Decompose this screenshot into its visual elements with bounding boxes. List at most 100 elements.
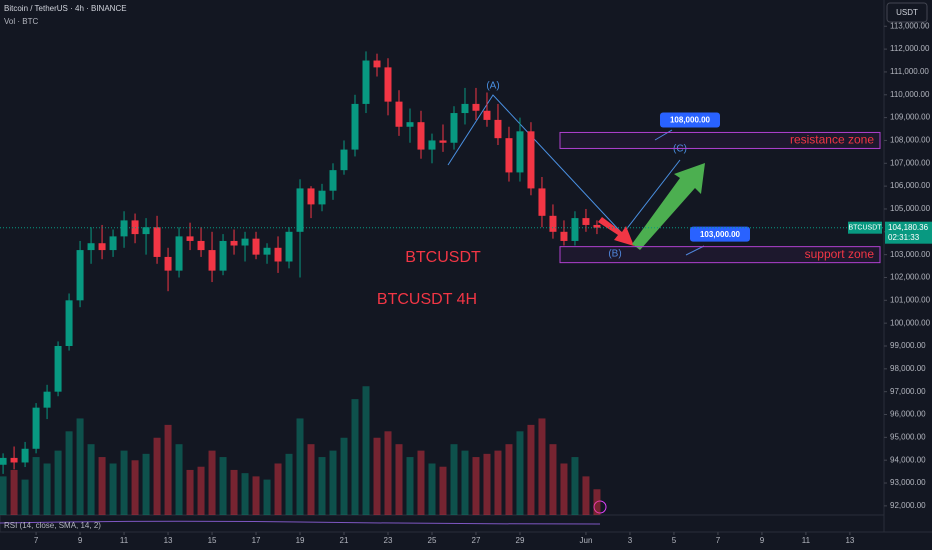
- y-tick-label: 106,000.00: [890, 181, 931, 190]
- last-price-tag: [885, 221, 932, 244]
- currency-button[interactable]: [886, 2, 928, 23]
- wave-line: [617, 159, 681, 241]
- zone-label: support zone: [805, 247, 875, 261]
- wave-line: [447, 94, 633, 245]
- volume-bar: [560, 463, 568, 515]
- volume-bar: [54, 450, 62, 515]
- candle-body: [10, 457, 18, 463]
- candle-body: [120, 220, 128, 237]
- volume-bar: [109, 463, 117, 515]
- y-tick-label: 111,000.00: [890, 67, 929, 76]
- symbol-tag-label: BTCUSDT: [848, 225, 882, 232]
- currency-label[interactable]: USDT: [896, 8, 918, 17]
- zone-box: [559, 246, 881, 264]
- volume-bar: [571, 457, 579, 515]
- x-tick-label: 27: [472, 536, 481, 545]
- candle-body: [307, 188, 315, 205]
- candle-body: [109, 236, 117, 251]
- wave-label: (B): [608, 249, 621, 260]
- x-tick-label: 11: [120, 536, 129, 545]
- candle-body: [582, 218, 590, 225]
- y-tick-label: 102,000.00: [890, 273, 931, 282]
- volume-bar: [10, 469, 18, 515]
- volume-bar: [494, 450, 502, 515]
- candle-body: [395, 101, 403, 127]
- candle-body: [0, 457, 7, 465]
- x-tick-label: 25: [428, 536, 437, 545]
- volume-bar: [439, 466, 447, 515]
- alert-icon[interactable]: [593, 500, 607, 514]
- candle-body: [164, 256, 172, 271]
- volume-bar: [406, 457, 414, 515]
- volume-bar: [527, 424, 535, 515]
- volume-bar: [241, 473, 249, 515]
- volume-bar: [362, 386, 370, 515]
- candle-body: [76, 250, 84, 301]
- volume-bar: [252, 476, 260, 515]
- chart-title: Bitcoin / TetherUS · 4h · BINANCE: [4, 4, 127, 13]
- x-tick-label: 15: [208, 536, 217, 545]
- volume-bar: [549, 444, 557, 515]
- green-arrow: [632, 163, 705, 250]
- y-tick-label: 107,000.00: [890, 158, 931, 167]
- level-label-box: [660, 112, 720, 128]
- y-tick-label: 110,000.00: [890, 90, 930, 99]
- volume-bar: [285, 453, 293, 515]
- volume-bar: [87, 444, 95, 515]
- volume-bar: [21, 479, 29, 515]
- volume-bar: [153, 437, 161, 515]
- volume-bar: [263, 479, 271, 515]
- volume-bar: [516, 431, 524, 515]
- candle-body: [197, 240, 205, 251]
- candle-body: [450, 113, 458, 143]
- volume-bar: [307, 444, 315, 515]
- volume-bar: [98, 457, 106, 515]
- x-tick-label: 7: [716, 536, 721, 545]
- y-tick-label: 101,000.00: [890, 295, 931, 304]
- volume-bar: [395, 444, 403, 515]
- volume-bar: [274, 463, 282, 515]
- volume-bar: [593, 489, 601, 515]
- volume-bar: [175, 444, 183, 515]
- x-tick-label: Jun: [580, 536, 593, 545]
- volume-bar: [428, 463, 436, 515]
- level-label-box: [690, 226, 750, 242]
- candle-body: [362, 60, 370, 104]
- candle-body: [351, 103, 359, 150]
- y-tick-label: 96,000.00: [890, 410, 926, 419]
- candle-body: [274, 247, 282, 262]
- y-tick-label: 113,000.00: [890, 21, 930, 30]
- volume-bar: [219, 457, 227, 515]
- candle-body: [516, 131, 524, 173]
- volume-bar: [483, 453, 491, 515]
- level-label: 108,000.00: [670, 116, 711, 125]
- x-tick-label: 5: [672, 536, 677, 545]
- volume-bar: [340, 437, 348, 515]
- volume-bar: [450, 444, 458, 515]
- volume-bar: [43, 463, 51, 515]
- y-tick-label: 95,000.00: [890, 432, 926, 441]
- volume-bar: [186, 469, 194, 515]
- annotation: BTCUSDT: [405, 249, 481, 266]
- volume-bar: [538, 418, 546, 515]
- y-tick-label: 108,000.00: [890, 136, 931, 145]
- volume-bar: [373, 437, 381, 515]
- label-pointer: [654, 129, 673, 141]
- volume-bar: [384, 431, 392, 515]
- countdown-label: 02:31:33: [888, 233, 920, 242]
- volume-bar: [208, 450, 216, 515]
- y-tick-label: 105,000.00: [890, 204, 931, 213]
- level-label: 103,000.00: [700, 230, 741, 239]
- candle-body: [384, 67, 392, 102]
- wave-label: (A): [486, 81, 499, 92]
- label-pointer: [685, 245, 705, 256]
- y-tick-label: 98,000.00: [890, 364, 926, 373]
- candle-body: [428, 140, 436, 150]
- candle-body: [483, 110, 491, 120]
- candle-body: [472, 103, 480, 111]
- candle-body: [230, 240, 238, 246]
- candle-body: [538, 188, 546, 216]
- volume-label: Vol · BTC: [4, 17, 38, 26]
- x-tick-label: 17: [252, 536, 261, 545]
